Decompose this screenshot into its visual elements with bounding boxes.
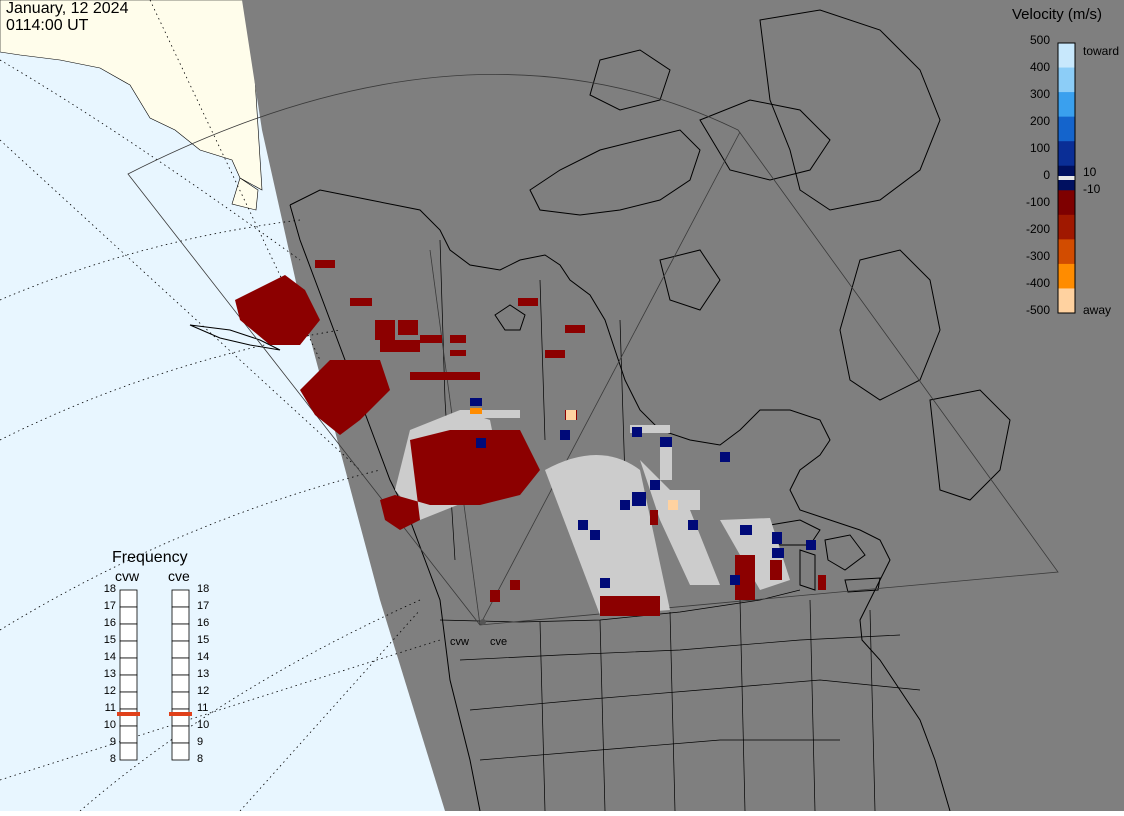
velocity-tick-label: -500 <box>1025 303 1050 317</box>
day-land <box>231 177 259 211</box>
positive-threshold-label: 10 <box>1083 165 1097 179</box>
frequency-level-label: 14 <box>103 651 116 663</box>
frequency-gauge-cell <box>119 725 138 744</box>
frequency-level-label: 10 <box>197 719 210 731</box>
frequency-level-label: 16 <box>197 617 210 629</box>
frequency-gauge-cell <box>171 640 190 659</box>
frequency-level-label: 8 <box>197 753 204 765</box>
velocity-tick-label: -200 <box>1025 222 1050 236</box>
frequency-gauge-cell <box>119 708 138 727</box>
velocity-color-stripe <box>1058 263 1075 289</box>
frequency-level-label: 11 <box>104 702 116 714</box>
frequency-level-label: 13 <box>103 668 116 680</box>
frequency-title: Frequency <box>112 549 188 566</box>
velocity-tick-label: 200 <box>1029 114 1050 128</box>
frequency-gauge-cell <box>171 674 190 693</box>
frequency-level-label: 12 <box>197 685 210 697</box>
frequency-level-label: 15 <box>103 634 116 646</box>
velocity-tick-label: -300 <box>1025 249 1050 263</box>
frequency-level-label: 14 <box>197 651 210 663</box>
site-label-cvw: cvw <box>450 636 469 648</box>
frequency-level-label: 9 <box>109 736 116 748</box>
frequency-level-label: 13 <box>197 668 210 680</box>
frequency-gauge-cell <box>119 657 138 676</box>
frequency-level-label: 8 <box>109 753 116 765</box>
date-label: January, 12 2024 <box>6 0 129 17</box>
frequency-gauge-cell <box>119 674 138 693</box>
velocity-color-stripe <box>1058 43 1075 69</box>
frequency-level-label: 9 <box>197 736 204 748</box>
radar-site-marker <box>480 619 486 625</box>
negative-threshold-label: -10 <box>1083 182 1101 196</box>
frequency-gauge-cell <box>171 623 190 642</box>
fast-away-cells <box>470 408 678 510</box>
frequency-level-label: 16 <box>103 617 116 629</box>
velocity-bar-outline <box>1057 42 1076 314</box>
frequency-gauge-cell <box>119 640 138 659</box>
frequency-level-label: 10 <box>103 719 116 731</box>
frequency-gauge-cell <box>171 708 190 727</box>
velocity-color-stripe <box>1058 288 1075 314</box>
velocity-tick-label: -100 <box>1025 195 1050 209</box>
frequency-level-label: 11 <box>197 702 209 714</box>
velocity-color-stripe <box>1058 141 1075 167</box>
velocity-tick-label: 500 <box>1029 33 1050 47</box>
frequency-gauge-cell <box>119 589 138 608</box>
radar-label-cve: cve <box>168 568 190 584</box>
velocity-color-stripe <box>1058 214 1075 240</box>
frequency-level-label: 12 <box>103 685 116 697</box>
frequency-level-label: 17 <box>103 600 116 612</box>
frequency-level-label: 18 <box>103 583 116 595</box>
frequency-gauge-cell <box>171 657 190 676</box>
frequency-level-label: 18 <box>197 583 210 595</box>
frequency-gauge-cell <box>171 725 190 744</box>
velocity-tick-label: 0 <box>1043 168 1050 182</box>
velocity-color-stripe <box>1058 67 1075 93</box>
zero-velocity-band <box>1058 176 1075 180</box>
velocity-tick-label: 100 <box>1029 141 1050 155</box>
frequency-gauge-cell <box>171 742 190 761</box>
selected-frequency-marker <box>117 712 140 716</box>
night-side <box>242 0 1124 811</box>
great-lakes <box>769 519 881 593</box>
frequency-gauge-cell <box>119 742 138 761</box>
frequency-gauge-cell <box>119 623 138 642</box>
day-land <box>0 0 263 191</box>
frequency-level-label: 17 <box>197 600 210 612</box>
velocity-color-bar <box>1057 42 1076 314</box>
velocity-tick-label: -400 <box>1025 276 1050 290</box>
selected-frequency-marker <box>169 712 192 716</box>
frequency-gauge-cell <box>171 606 190 625</box>
site-label-cve: cve <box>490 636 508 648</box>
velocity-color-stripe <box>1058 190 1075 216</box>
away-label: away <box>1083 303 1112 317</box>
frequency-gauge-cell <box>119 691 138 710</box>
velocity-scale-title: Velocity (m/s) <box>1012 6 1103 23</box>
velocity-color-stripe <box>1058 239 1075 265</box>
frequency-gauge-cell <box>171 589 190 608</box>
toward-label: toward <box>1083 44 1120 58</box>
velocity-tick-label: 300 <box>1029 87 1050 101</box>
frequency-gauges <box>117 589 192 761</box>
radar-label-cvw: cvw <box>115 568 140 584</box>
frequency-gauge-cell <box>171 691 190 710</box>
toward-velocity-cells <box>470 398 816 588</box>
velocity-color-stripe <box>1058 92 1075 118</box>
velocity-tick-label: 400 <box>1029 60 1050 74</box>
time-label: 0114:00 UT <box>6 17 89 34</box>
frequency-gauge-cell <box>119 606 138 625</box>
velocity-color-stripe <box>1058 116 1075 142</box>
frequency-level-label: 15 <box>197 634 210 646</box>
